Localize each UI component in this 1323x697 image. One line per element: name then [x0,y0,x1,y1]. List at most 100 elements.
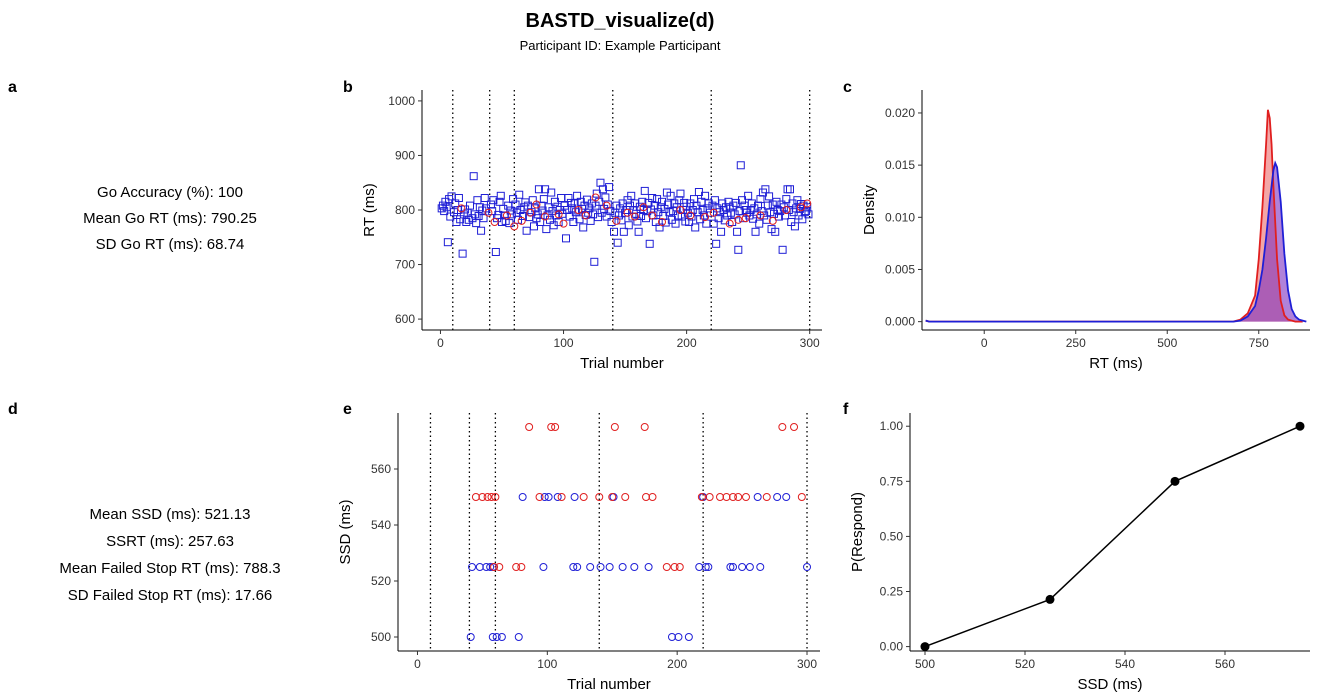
go-trial-point [617,216,626,225]
go-density-area [925,163,1307,322]
go-trial-point [744,191,753,200]
stop-stats-block: Mean SSD (ms): 521.13 SSRT (ms): 257.63 … [59,506,280,604]
stop-trial-point [471,493,480,501]
go-trial-point [569,218,578,226]
stop-trial-point [658,218,666,226]
x-tick-label: 0 [437,336,444,350]
go-trial-point [491,248,500,256]
stop-trial-point [741,493,750,501]
go-trial-point [709,219,718,228]
stop-trial-point [648,493,657,501]
x-tick-label: 520 [1015,657,1035,671]
rt-density-panel: 0 250 500 750 0.000 0.005 0.010 0.015 0.020 RT (m… [861,90,1310,372]
go-trial-point [507,210,516,219]
sd-failed-stop-rt-stat: SD Failed Stop RT (ms): 17.66 [68,587,273,604]
p-respond-panel: 500 520 540 560 0.00 0.25 0.50 0.75 1.00 SSD (ms)… [849,413,1310,693]
stop-trial-point [510,222,519,231]
go-trial-point [762,215,771,224]
go-trial-point [756,563,765,571]
panel-label-e: e [343,401,352,418]
stop-trial-point [725,219,734,228]
x-tick-label: 500 [915,657,935,671]
go-trial-point [539,563,548,571]
go-trial-point [544,493,553,501]
go-trial-point [492,633,501,641]
stop-trial-point [495,563,504,571]
go-trial-point [630,563,639,571]
go-trial-point [667,633,676,641]
y-tick-label: 600 [395,312,415,326]
go-trial-point [691,223,700,232]
ssd-scatter-panel: 0 100 200 300 500 520 540 560 Trial number SSD (m… [337,413,820,693]
y-tick-label: 500 [371,630,391,644]
go-trial-point [540,493,549,501]
go-trial-point [606,207,615,216]
go-trial-point [634,227,643,236]
go-trial-point [772,197,781,206]
p-respond-point [1170,476,1180,486]
go-trial-point [443,238,452,247]
go-trial-point [605,183,614,192]
go-trial-point [779,203,788,212]
go-trial-point [671,219,680,228]
mean-ssd-stat: Mean SSD (ms): 521.13 [90,506,251,523]
mean-go-rt-stat: Mean Go RT (ms): 790.25 [83,210,257,227]
go-trial-point [645,239,654,248]
y-tick-label: 0.00 [880,640,904,654]
go-trial-point [605,563,614,571]
figure-title: BASTD_visualize(d) [526,10,715,32]
stop-trial-point [517,563,526,571]
go-trial-point [475,563,484,571]
stop-trial-point [729,493,738,501]
stop-trial-point [623,208,632,217]
stop-trial-point [478,493,487,501]
go-trial-point [488,633,497,641]
go-trial-point [753,493,762,501]
go-trial-point [664,200,673,209]
go-density-line [925,160,1307,323]
go-trial-point [618,563,627,571]
go-trial-point [480,194,489,202]
go-trial-point [777,200,786,209]
go-trial-point [738,563,747,571]
go-trial-point [454,194,463,202]
go-trial-point [666,191,675,200]
go-trial-point [536,218,545,226]
p-respond-line [924,425,1301,648]
stop-trial-point [675,563,684,571]
stop-trial-point [581,211,590,220]
ssrt-stat: SSRT (ms): 257.63 [106,533,234,550]
go-trial-point [547,188,556,197]
go-trial-point [489,196,498,205]
go-trial-point [469,172,478,181]
go-trial-point [771,227,780,236]
go-trial-point [575,215,584,224]
go-trial-point [562,234,570,243]
go-trial-point [712,239,721,248]
go-trial-point [661,218,670,227]
stop-trial-point [648,211,657,220]
stop-trial-point [756,211,765,220]
y-tick-label: 1000 [388,94,415,108]
go-trial-point [496,191,505,200]
stop-trial-point [676,206,685,214]
go-trial-point [783,185,792,194]
go-trial-point [786,185,794,194]
stop-trial-point [734,215,743,224]
stop-trial-point [457,204,466,213]
stop-trial-point [610,423,619,431]
y-tick-label: 0.75 [880,474,904,488]
go-trial-point [729,201,738,210]
go-trial-point [757,207,766,216]
go-trial-point [701,191,710,200]
go-trial-point [468,563,477,571]
go-trial-point [553,493,562,501]
x-tick-label: 100 [554,336,574,350]
go-trial-point [518,212,527,220]
stop-trial-point [741,214,750,223]
figure-subtitle: Participant ID: Example Participant [520,38,721,53]
p-respond-point [1295,421,1305,431]
stop-trial-point [762,493,771,501]
go-trial-point [579,223,588,232]
